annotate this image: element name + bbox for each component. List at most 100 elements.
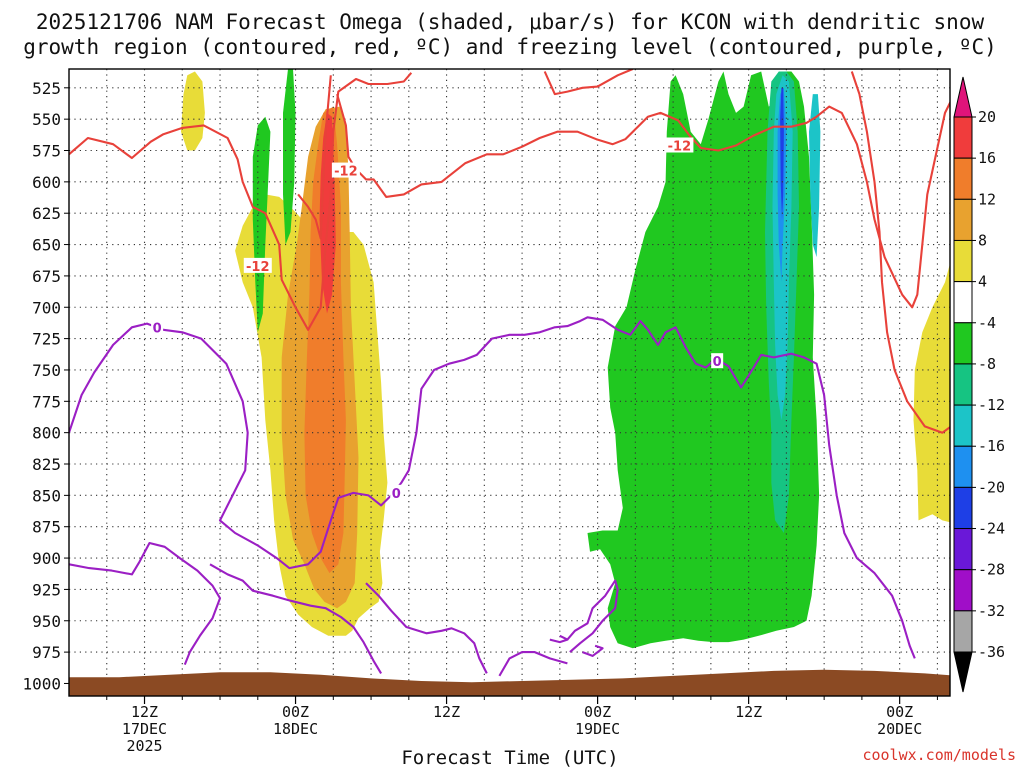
x-tick-label-12-3: 2025 xyxy=(126,737,162,755)
y-tick-label-550: 550 xyxy=(32,110,61,129)
snow-growth-contour-3 xyxy=(543,69,634,96)
colorbar-label-1: 16 xyxy=(978,149,996,167)
snow-growth-contour-0 xyxy=(69,72,413,331)
freezing-level-contours xyxy=(69,316,916,677)
x-tick-label-24-1: 00Z xyxy=(282,703,309,721)
omega-warm-east-core xyxy=(1000,282,1008,395)
x-axis-label: Forecast Time (UTC) xyxy=(401,747,618,768)
colorbar-bin-12 xyxy=(953,569,973,612)
colorbar-cap-top xyxy=(953,76,973,118)
x-tick-label-48-1: 00Z xyxy=(584,703,611,721)
y-tick-label-875: 875 xyxy=(32,518,61,537)
colorbar-bin-4 xyxy=(953,239,973,283)
snow-growth-contours xyxy=(69,69,1024,434)
y-tick-label-600: 600 xyxy=(32,173,61,192)
chart-title-line-2: growth region (contoured, red, ºC) and f… xyxy=(23,35,997,59)
colorbar-bin-3 xyxy=(953,198,973,241)
contour-label-bg-4 xyxy=(711,353,724,369)
contour-label-bg-1 xyxy=(331,162,360,178)
freezing-level-contour-4 xyxy=(498,651,568,677)
contour-label-4: 0 xyxy=(713,355,722,370)
x-tick-label-48-2: 19DEC xyxy=(575,720,620,738)
colorbar-bin-1 xyxy=(953,116,973,159)
y-tick-label-700: 700 xyxy=(32,298,61,317)
y-tick-label-775: 775 xyxy=(32,392,61,411)
freezing-level-contour-5 xyxy=(549,634,569,644)
y-tick-label-900: 900 xyxy=(32,549,61,568)
x-tick-label-72-1: 00Z xyxy=(886,703,913,721)
omega-sinking-east-strip xyxy=(809,94,821,258)
colorbar-bin-9 xyxy=(953,445,973,488)
y-tick-label-925: 925 xyxy=(32,580,61,599)
colorbar-bin-6 xyxy=(953,322,973,365)
y-tick-label-575: 575 xyxy=(32,142,61,161)
omega-sinking-lead-column xyxy=(283,69,296,245)
colorbar-bin-10 xyxy=(953,486,973,530)
colorbar-label-11: -28 xyxy=(978,561,1005,579)
colorbar-cap-bottom xyxy=(953,651,973,693)
colorbar: 20 16 12 8 4 -4 -8 -12 -16 -20 -24 -28 -32 -36 xyxy=(953,76,1005,693)
y-tick-label-725: 725 xyxy=(32,330,61,349)
contour-label-2: -12 xyxy=(246,260,270,275)
snow-growth-contour-4 xyxy=(1013,169,1024,232)
plot-frame xyxy=(68,68,951,697)
y-tick-label-675: 675 xyxy=(32,267,61,286)
colorbar-bin-2 xyxy=(953,157,973,200)
contour-label-bg-0 xyxy=(665,137,694,153)
colorbar-label-2: 12 xyxy=(978,190,996,208)
colorbar-label-5: -4 xyxy=(978,314,996,332)
snow-growth-contour-2 xyxy=(336,71,950,434)
colorbar-bin-11 xyxy=(953,528,973,571)
freezing-level-contour-7 xyxy=(582,644,604,657)
x-tick-label-24-2: 18DEC xyxy=(273,720,318,738)
omega-sinking-lead-north xyxy=(252,116,271,333)
colorbar-label-6: -8 xyxy=(978,355,996,373)
colorbar-label-0: 20 xyxy=(978,108,996,126)
contour-label-bg-3 xyxy=(151,319,164,335)
freezing-level-contour-6 xyxy=(566,579,619,653)
colorbar-label-9: -20 xyxy=(978,478,1005,496)
colorbar-label-12: -32 xyxy=(978,602,1005,620)
chart-title-line-1: 2025121706 NAM Forecast Omega (shaded, μ… xyxy=(36,10,985,34)
omega-sinking-max xyxy=(780,87,784,220)
x-tick-label-60-1: 12Z xyxy=(735,703,762,721)
freezing-level-contour-1 xyxy=(69,541,222,665)
y-tick-label-650: 650 xyxy=(32,236,61,255)
x-tick-label-12-2: 17DEC xyxy=(122,720,167,738)
omega-sinking-strong xyxy=(772,75,793,421)
colorbar-label-13: -36 xyxy=(978,643,1005,661)
colorbar-label-8: -16 xyxy=(978,437,1005,455)
contour-label-bg-5 xyxy=(390,484,403,500)
colorbar-label-3: 8 xyxy=(978,231,987,249)
colorbar-label-4: 4 xyxy=(978,273,987,291)
omega-sinking-main xyxy=(587,71,820,649)
colorbar-bin-8 xyxy=(953,404,973,447)
omega-warm-east-main xyxy=(913,263,950,523)
y-tick-label-800: 800 xyxy=(32,424,61,443)
omega-rising-band-max xyxy=(304,106,346,574)
contour-label-0: -12 xyxy=(668,139,692,154)
contour-label-5: 0 xyxy=(392,487,401,502)
y-tick-label-825: 825 xyxy=(32,455,61,474)
omega-shading xyxy=(181,69,1008,649)
freezing-level-contour-2 xyxy=(209,563,383,674)
contour-label-3: 0 xyxy=(153,321,162,336)
colorbar-bin-5 xyxy=(953,281,973,324)
terrain-fill xyxy=(69,669,950,696)
x-tick-label-36-1: 12Z xyxy=(433,703,460,721)
omega-warm-lobe-top xyxy=(181,71,205,151)
colorbar-label-7: -12 xyxy=(978,396,1005,414)
y-axis: 525 550 575 600 625 650 675 700 725 750 775 800 825 8… xyxy=(22,79,69,693)
terrain-area xyxy=(69,669,950,696)
x-tick-label-72-2: 20DEC xyxy=(877,720,922,738)
credit-link[interactable]: coolwx.com/models xyxy=(862,746,1016,764)
contour-labels: -12 -12 -12 0 0 0 xyxy=(151,137,724,502)
y-tick-label-950: 950 xyxy=(32,612,61,631)
y-tick-label-1000: 1000 xyxy=(22,674,61,693)
y-tick-label-625: 625 xyxy=(32,204,61,223)
colorbar-bin-13 xyxy=(953,610,973,653)
y-tick-label-750: 750 xyxy=(32,361,61,380)
freezing-level-contour-3 xyxy=(365,582,488,674)
